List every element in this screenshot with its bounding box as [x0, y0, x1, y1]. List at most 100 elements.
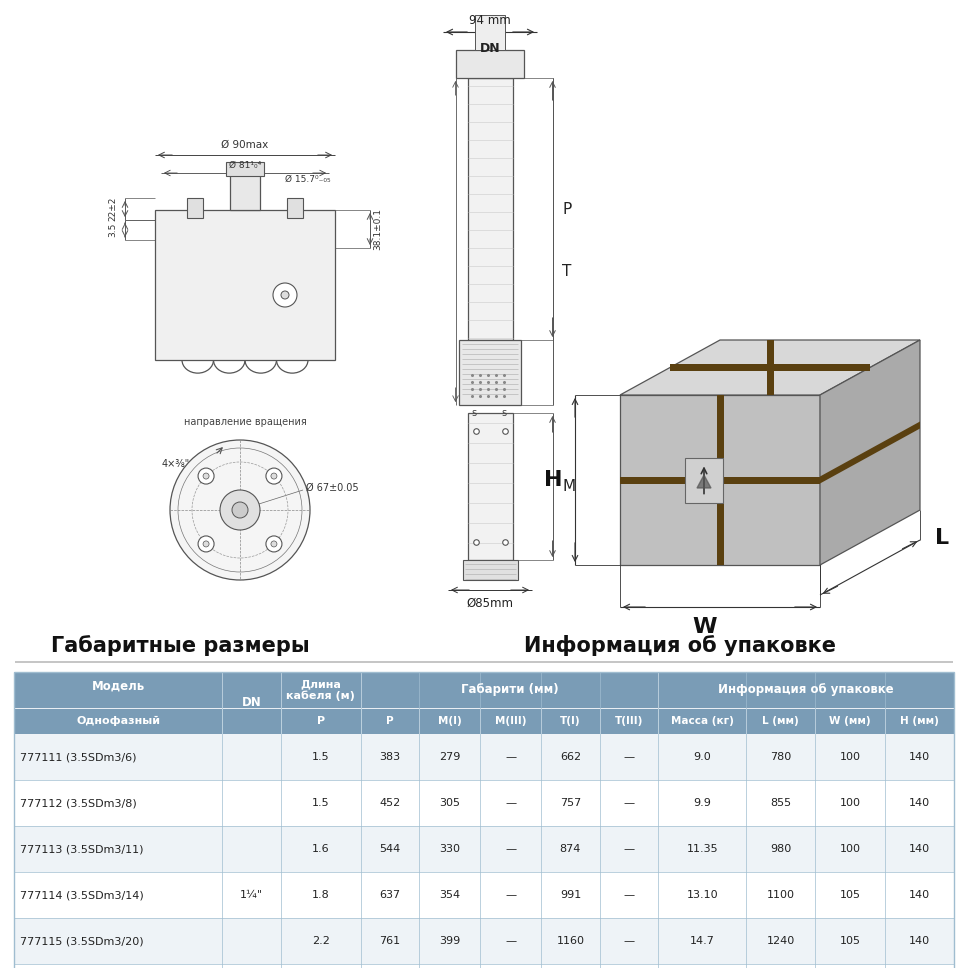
Bar [14, 672, 954, 968]
Circle shape [266, 469, 282, 484]
Polygon shape [716, 395, 723, 565]
Text: W: W [693, 617, 717, 637]
Text: Модель: Модель [91, 680, 144, 692]
Polygon shape [767, 340, 773, 395]
Text: L (мм): L (мм) [762, 716, 799, 726]
Text: Ø 81¹₀⁴: Ø 81¹₀⁴ [228, 161, 261, 169]
Bar [459, 340, 521, 405]
Text: Ø85mm: Ø85mm [467, 596, 513, 610]
Text: Информация об упаковке: Информация об упаковке [524, 636, 836, 656]
Bar [14, 918, 954, 964]
Circle shape [271, 473, 277, 479]
Bar [230, 175, 260, 210]
Text: Длина: Длина [300, 680, 341, 689]
Text: 100: 100 [839, 798, 861, 808]
Bar [14, 734, 954, 780]
Polygon shape [697, 475, 711, 488]
Bar [14, 672, 954, 734]
Text: 330: 330 [439, 844, 461, 854]
Text: 105: 105 [839, 890, 861, 900]
Text: —: — [505, 844, 516, 854]
Text: 1160: 1160 [557, 936, 585, 946]
Text: 2.2: 2.2 [312, 936, 330, 946]
Text: 777114 (3.5SDm3/14): 777114 (3.5SDm3/14) [20, 890, 144, 900]
Polygon shape [670, 364, 870, 371]
Bar [456, 50, 524, 78]
Text: кабеля (м): кабеля (м) [287, 690, 355, 701]
Polygon shape [620, 476, 820, 483]
Text: DN: DN [480, 42, 500, 54]
Text: 1.8: 1.8 [312, 890, 330, 900]
Text: —: — [623, 936, 635, 946]
Polygon shape [620, 340, 920, 395]
Text: M(III): M(III) [495, 716, 527, 726]
Text: s: s [471, 408, 476, 418]
Circle shape [220, 490, 260, 530]
Text: 383: 383 [379, 752, 401, 762]
Text: 140: 140 [909, 844, 930, 854]
Text: 305: 305 [439, 798, 461, 808]
Text: Габаритные размеры: Габаритные размеры [50, 636, 310, 656]
Circle shape [271, 541, 277, 547]
Circle shape [198, 469, 214, 484]
Text: 140: 140 [909, 752, 930, 762]
Text: 140: 140 [909, 936, 930, 946]
Text: H: H [544, 470, 562, 490]
Polygon shape [820, 421, 920, 483]
Circle shape [170, 440, 310, 580]
Text: 452: 452 [379, 798, 401, 808]
Text: P: P [317, 716, 325, 726]
Text: 544: 544 [379, 844, 401, 854]
Text: 1.5: 1.5 [312, 798, 329, 808]
Text: 780: 780 [770, 752, 791, 762]
Text: —: — [505, 798, 516, 808]
Text: 279: 279 [439, 752, 461, 762]
Text: T: T [562, 264, 572, 279]
Text: —: — [505, 890, 516, 900]
Text: P: P [562, 201, 572, 217]
Circle shape [273, 283, 297, 307]
Text: W (мм): W (мм) [830, 716, 871, 726]
Text: Однофазный: Однофазный [76, 716, 160, 726]
Text: 777112 (3.5SDm3/8): 777112 (3.5SDm3/8) [20, 798, 136, 808]
Circle shape [203, 541, 209, 547]
Text: 3.5: 3.5 [108, 223, 117, 237]
Text: 354: 354 [439, 890, 461, 900]
Bar [226, 162, 264, 176]
Text: 874: 874 [560, 844, 581, 854]
Text: P: P [386, 716, 394, 726]
Bar [475, 15, 505, 50]
Text: 105: 105 [839, 936, 861, 946]
Text: Ø 15.7⁰₋₀₅: Ø 15.7⁰₋₀₅ [285, 174, 331, 184]
Bar [468, 413, 512, 560]
Bar [187, 198, 203, 218]
Text: 777115 (3.5SDm3/20): 777115 (3.5SDm3/20) [20, 936, 143, 946]
Text: 1.6: 1.6 [312, 844, 329, 854]
Text: 100: 100 [839, 844, 861, 854]
Text: 1100: 1100 [767, 890, 795, 900]
Circle shape [203, 473, 209, 479]
Text: 1240: 1240 [767, 936, 795, 946]
Bar [287, 198, 303, 218]
Text: Ø 67±0.05: Ø 67±0.05 [306, 483, 358, 493]
Text: 399: 399 [439, 936, 461, 946]
Circle shape [232, 502, 248, 518]
Text: —: — [505, 936, 516, 946]
Text: Информация об упаковке: Информация об упаковке [718, 683, 894, 697]
Text: 855: 855 [771, 798, 791, 808]
Text: H (мм): H (мм) [900, 716, 939, 726]
Text: 140: 140 [909, 798, 930, 808]
Text: 757: 757 [560, 798, 581, 808]
Bar [463, 560, 518, 580]
Text: —: — [623, 798, 635, 808]
Text: 13.10: 13.10 [686, 890, 718, 900]
Bar [14, 964, 954, 968]
Text: M(I): M(I) [438, 716, 462, 726]
Text: —: — [623, 752, 635, 762]
Bar [155, 210, 335, 360]
Text: 11.35: 11.35 [686, 844, 718, 854]
Text: 140: 140 [909, 890, 930, 900]
Text: Ø 90max: Ø 90max [222, 140, 269, 150]
Text: 777111 (3.5SDm3/6): 777111 (3.5SDm3/6) [20, 752, 136, 762]
Text: Габарити (мм): Габарити (мм) [461, 683, 559, 697]
